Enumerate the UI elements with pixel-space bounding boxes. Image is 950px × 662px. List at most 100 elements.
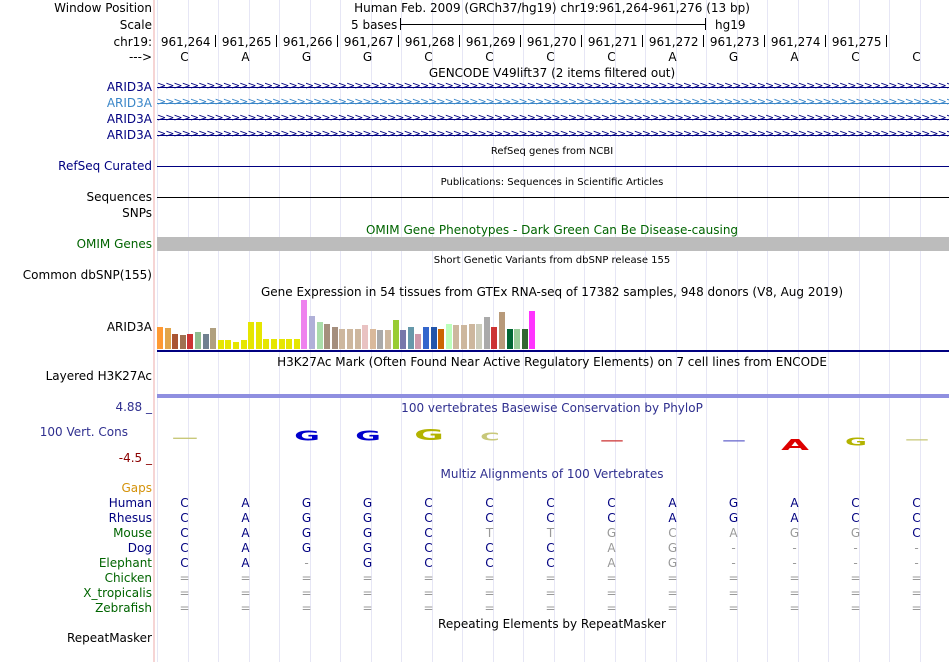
gtex-tissue-bar[interactable] [179, 335, 186, 349]
gtex-tissue-bar[interactable] [385, 330, 391, 349]
window-position-value: Human Feb. 2009 (GRCh37/hg19) chr19:961,… [354, 1, 750, 15]
coordinate-tick [764, 35, 765, 47]
gtex-tissue-bar[interactable] [354, 329, 361, 349]
gtex-tissue-bar[interactable] [347, 329, 353, 349]
base-letter: G [728, 50, 739, 64]
gtex-tissue-bar[interactable] [415, 334, 422, 349]
gtex-gene-label[interactable]: ARID3A [106, 320, 152, 334]
aligned-base: C [668, 526, 677, 540]
gtex-tissue-bar[interactable] [529, 311, 536, 349]
gtex-tissue-bar[interactable] [445, 324, 452, 349]
species-label[interactable]: Elephant [98, 556, 152, 570]
h3k27ac-signal[interactable] [157, 394, 949, 398]
gtex-tissue-bar[interactable] [468, 324, 475, 349]
gtex-tissue-bar[interactable] [514, 329, 521, 349]
species-label[interactable]: Mouse [113, 526, 152, 540]
gtex-tissue-bar[interactable] [506, 329, 513, 349]
gtex-tissue-bar[interactable] [255, 322, 262, 349]
gtex-tissue-bar[interactable] [210, 328, 217, 349]
aligned-base: A [607, 541, 616, 555]
gtex-tissue-bar[interactable] [172, 334, 179, 349]
gtex-tissue-bar[interactable] [263, 339, 270, 349]
publications-track-label[interactable]: Sequences [86, 190, 152, 204]
phylop-track-label[interactable]: 100 Vert. Cons [39, 425, 128, 439]
gtex-tissue-bar[interactable] [491, 327, 498, 349]
aligned-base: C [424, 511, 433, 525]
h3k27ac-track-title: H3K27Ac Mark (Often Found Near Active Re… [277, 355, 827, 369]
gtex-tissue-bar[interactable] [392, 320, 399, 349]
species-label[interactable]: Dog [127, 541, 152, 555]
gtex-tissue-bar[interactable] [324, 324, 331, 349]
h3k27ac-track-label[interactable]: Layered H3K27Ac [45, 369, 152, 383]
omim-track-label[interactable]: OMIM Genes [76, 237, 152, 251]
species-label[interactable]: Human [108, 496, 152, 510]
gtex-tissue-bar[interactable] [453, 325, 460, 349]
gtex-tissue-bar[interactable] [369, 329, 376, 349]
gtex-tissue-bar[interactable] [240, 340, 247, 349]
gtex-gene-line[interactable] [157, 350, 949, 352]
gtex-tissue-bar[interactable] [316, 322, 323, 349]
aligned-base: T [546, 526, 555, 540]
dbsnp-track-label[interactable]: Common dbSNP(155) [22, 268, 152, 282]
gtex-tissue-bar[interactable] [423, 327, 429, 349]
gtex-tissue-bar[interactable] [430, 327, 437, 349]
gencode-gene-feature[interactable]: >>>>>>>>>>>>>>>>>>>>>>>>>>>>>>>>>>>>>>>>… [157, 128, 949, 142]
gtex-tissue-bar[interactable] [202, 334, 209, 349]
gtex-tissue-bar[interactable] [483, 317, 490, 349]
species-label[interactable]: Chicken [104, 571, 152, 585]
gtex-tissue-bar[interactable] [233, 342, 239, 349]
aligned-base: C [912, 496, 921, 510]
gtex-tissue-bar[interactable] [293, 339, 300, 349]
aligned-base: C [180, 556, 189, 570]
gtex-tissue-bar[interactable] [407, 327, 414, 349]
gtex-tissue-bar[interactable] [521, 329, 528, 349]
gencode-gene-label[interactable]: ARID3A [106, 112, 152, 126]
gencode-gene-feature[interactable]: >>>>>>>>>>>>>>>>>>>>>>>>>>>>>>>>>>>>>>>>… [157, 96, 949, 110]
gtex-tissue-bar[interactable] [499, 312, 505, 349]
gtex-tissue-bar[interactable] [278, 339, 285, 349]
aligned-base: A [668, 496, 677, 510]
omim-feature-block[interactable] [157, 237, 949, 251]
coordinate-tick-label: 961,264 [160, 35, 211, 49]
gtex-tissue-bar[interactable] [286, 339, 293, 349]
publications-feature-line[interactable] [157, 197, 949, 198]
gencode-gene-label[interactable]: ARID3A [106, 80, 152, 94]
gencode-gene-label[interactable]: ARID3A [106, 96, 152, 110]
coordinate-tick [337, 35, 338, 47]
gtex-tissue-bar[interactable] [157, 327, 163, 349]
gtex-tissue-bar[interactable] [164, 328, 171, 349]
gtex-tissue-bar[interactable] [461, 325, 467, 349]
gtex-tissue-bar[interactable] [217, 340, 224, 349]
gtex-tissue-bar[interactable] [400, 330, 407, 349]
gencode-gene-label[interactable]: ARID3A [106, 128, 152, 142]
aligned-base: = [789, 586, 800, 600]
gtex-tissue-bar[interactable] [362, 325, 369, 349]
aligned-base: = [911, 601, 922, 615]
gtex-tissue-bar[interactable] [271, 339, 277, 349]
repeatmasker-track-label[interactable]: RepeatMasker [66, 631, 152, 645]
grid-line [859, 0, 860, 662]
conservation-logo-letter: — [721, 435, 746, 447]
gencode-gene-feature[interactable]: >>>>>>>>>>>>>>>>>>>>>>>>>>>>>>>>>>>>>>>>… [157, 80, 949, 94]
gtex-tissue-bar[interactable] [438, 329, 445, 349]
species-label[interactable]: Rhesus [108, 511, 152, 525]
gtex-tissue-bar[interactable] [309, 316, 315, 349]
species-label[interactable]: Zebrafish [95, 601, 152, 615]
gtex-tissue-bar[interactable] [187, 334, 194, 349]
coordinate-tick-label: 961,270 [526, 35, 577, 49]
refseq-track-label[interactable]: RefSeq Curated [58, 159, 152, 173]
gtex-expression-bars[interactable] [157, 300, 557, 349]
gtex-tissue-bar[interactable] [339, 329, 346, 349]
aligned-base: = [362, 586, 373, 600]
species-label[interactable]: X_tropicalis [83, 586, 152, 600]
gtex-tissue-bar[interactable] [331, 327, 338, 349]
refseq-feature-line[interactable] [157, 166, 949, 167]
gtex-tissue-bar[interactable] [225, 340, 232, 349]
gtex-tissue-bar[interactable] [377, 330, 384, 349]
gencode-gene-feature[interactable]: >>>>>>>>>>>>>>>>>>>>>>>>>>>>>>>>>>>>>>>>… [157, 112, 949, 126]
gtex-tissue-bar[interactable] [476, 324, 483, 349]
gtex-tissue-bar[interactable] [248, 322, 255, 349]
gtex-tissue-bar[interactable] [195, 332, 201, 349]
gtex-tissue-bar[interactable] [301, 300, 308, 349]
